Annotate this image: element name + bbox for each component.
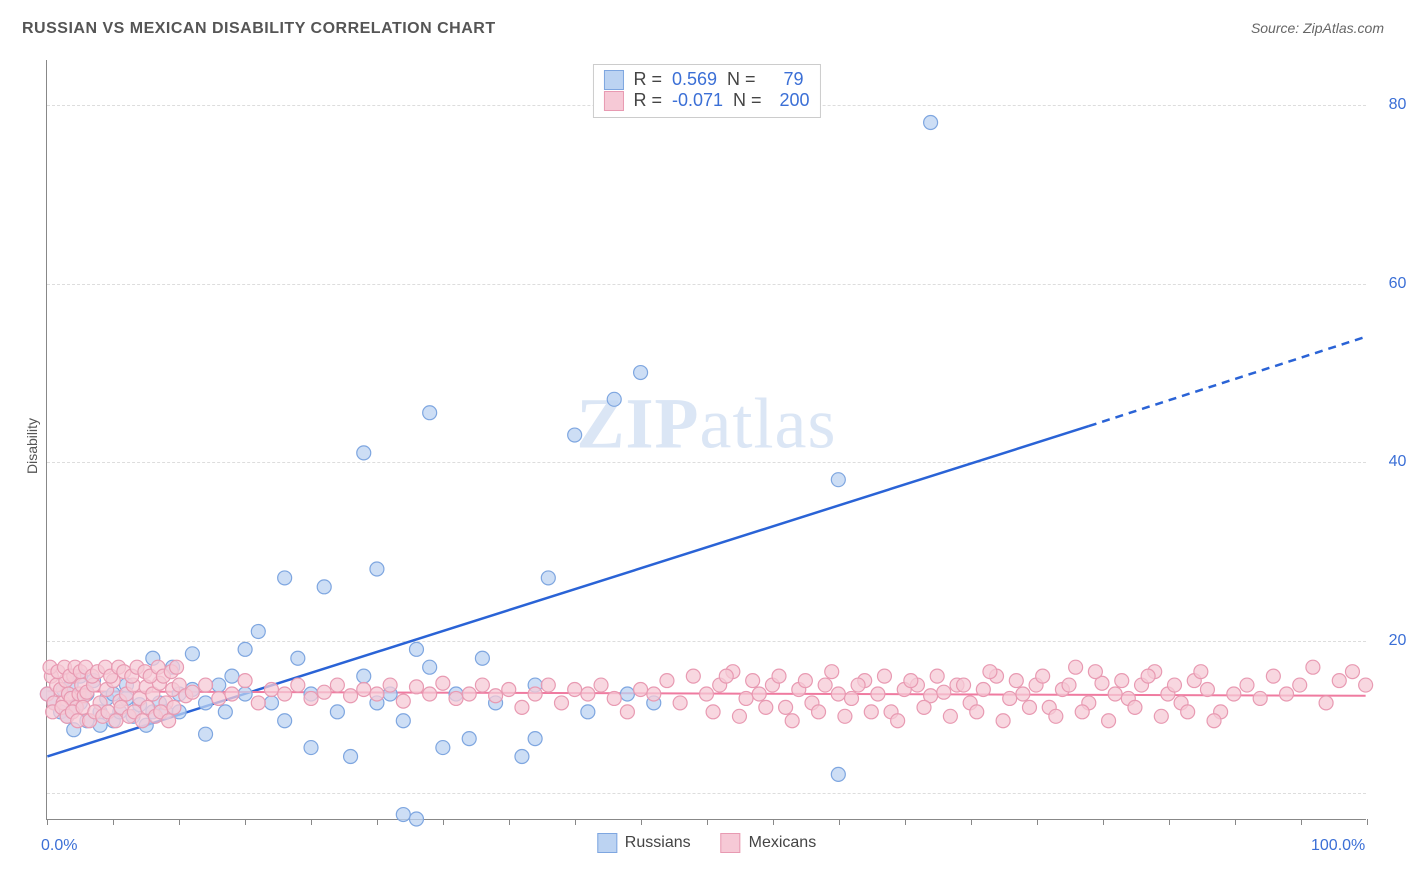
legend-row-mexicans: R = -0.071 N = 200	[603, 90, 809, 111]
legend-item-mexicans: Mexicans	[721, 833, 817, 853]
swatch-mexicans-bottom	[721, 833, 741, 853]
r-value-mexicans: -0.071	[672, 90, 723, 111]
series-legend: Russians Mexicans	[597, 833, 816, 853]
plot-area: ZIPatlas 20.0%40.0%60.0%80.0% 0.0%100.0%…	[46, 60, 1366, 820]
series-label-russians: Russians	[625, 834, 691, 852]
chart-title: RUSSIAN VS MEXICAN DISABILITY CORRELATIO…	[22, 20, 496, 38]
y-axis-label: Disability	[24, 418, 40, 474]
scatter-points	[47, 60, 1366, 819]
swatch-russians	[603, 70, 623, 90]
r-label-1: R =	[633, 69, 662, 90]
series-label-mexicans: Mexicans	[749, 834, 817, 852]
source-label: Source: ZipAtlas.com	[1251, 20, 1384, 36]
n-value-mexicans: 200	[772, 90, 810, 111]
swatch-mexicans	[603, 91, 623, 111]
n-label-1: N =	[727, 69, 756, 90]
legend-row-russians: R = 0.569 N = 79	[603, 69, 809, 90]
stats-legend: R = 0.569 N = 79 R = -0.071 N = 200	[592, 64, 820, 118]
legend-item-russians: Russians	[597, 833, 691, 853]
swatch-russians-bottom	[597, 833, 617, 853]
n-label-2: N =	[733, 90, 762, 111]
n-value-russians: 79	[766, 69, 804, 90]
r-label-2: R =	[633, 90, 662, 111]
r-value-russians: 0.569	[672, 69, 717, 90]
